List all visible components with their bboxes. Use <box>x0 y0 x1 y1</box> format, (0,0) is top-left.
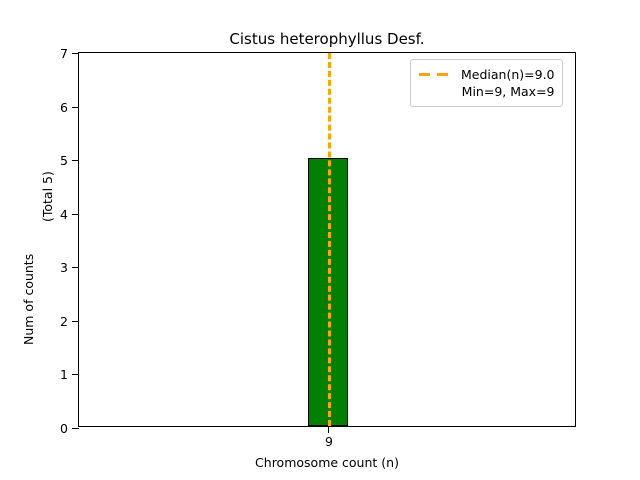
y-tick-label-4: 4 <box>60 206 68 222</box>
y-tick-label-3: 3 <box>60 260 68 276</box>
chart-title: Cistus heterophyllus Desf. <box>229 30 425 48</box>
x-tick-0: 9 <box>325 426 333 449</box>
y-tick-label-5: 5 <box>60 153 68 169</box>
y-tick-label-0: 0 <box>60 421 68 436</box>
legend-label-median: Median(n)=9.0 <box>461 67 555 82</box>
y-tick-1: 1 <box>60 367 79 382</box>
y-tick-label-1: 1 <box>60 367 68 383</box>
legend-entry-median: Median(n)=9.0 <box>418 66 555 83</box>
y-tick-label-2: 2 <box>60 313 68 329</box>
y-tick-label-7: 7 <box>60 46 68 61</box>
y-axis-label: Num of counts <box>21 253 36 345</box>
y-tick-7: 7 <box>60 46 79 61</box>
plot-area: 0 1 2 3 4 5 6 7 9 <box>60 46 576 449</box>
legend-entry-minmax: Min=9, Max=9 <box>418 83 555 100</box>
x-tick-label-0: 9 <box>325 434 333 449</box>
legend-label-minmax: Min=9, Max=9 <box>461 84 555 99</box>
legend: Median(n)=9.0 Min=9, Max=9 <box>410 59 563 107</box>
dashed-line-icon <box>418 69 452 81</box>
y-axis-label-secondary: (Total 5) <box>40 171 55 222</box>
y-tick-3: 3 <box>60 260 79 275</box>
y-tick-2: 2 <box>60 314 79 329</box>
x-axis-label: Chromosome count (n) <box>255 455 399 470</box>
y-tick-label-6: 6 <box>60 99 68 115</box>
y-tick-4: 4 <box>60 207 79 222</box>
plot-inner <box>79 53 575 426</box>
y-tick-6: 6 <box>60 100 79 115</box>
y-tick-5: 5 <box>60 153 79 168</box>
median-line <box>328 53 331 426</box>
y-tick-0: 0 <box>60 421 79 436</box>
